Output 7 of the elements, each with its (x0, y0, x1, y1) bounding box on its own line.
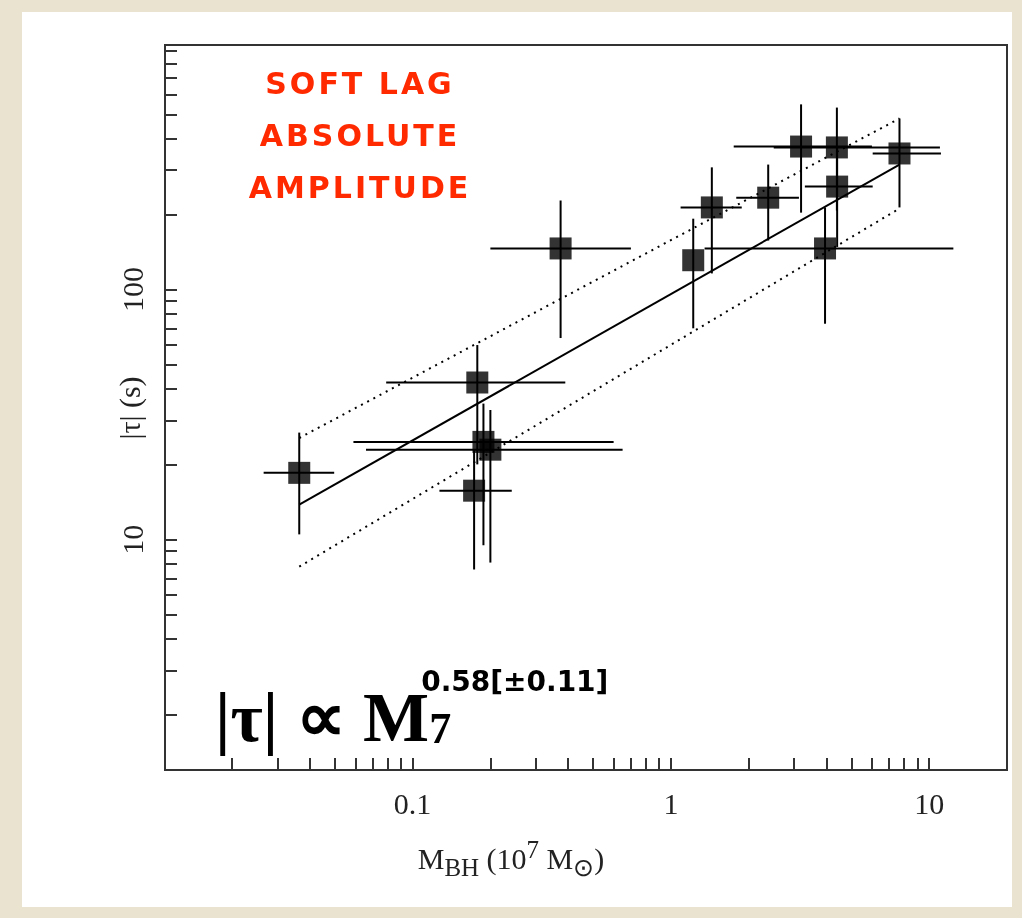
x-tick-label: 1 (663, 786, 679, 820)
x-tick-label: 10 (914, 786, 945, 820)
x-tick-label: 0.1 (393, 786, 432, 820)
y-axis-title: |τ| (s) (113, 376, 147, 440)
x-axis-title: M$_{BH}$ (10$^{7}$ M$_{⊙}$) (416, 836, 606, 882)
annotation: SOFT LAG ABSOLUTE AMPLITUDE (247, 65, 473, 207)
y-tick-label: 100 (115, 267, 149, 313)
